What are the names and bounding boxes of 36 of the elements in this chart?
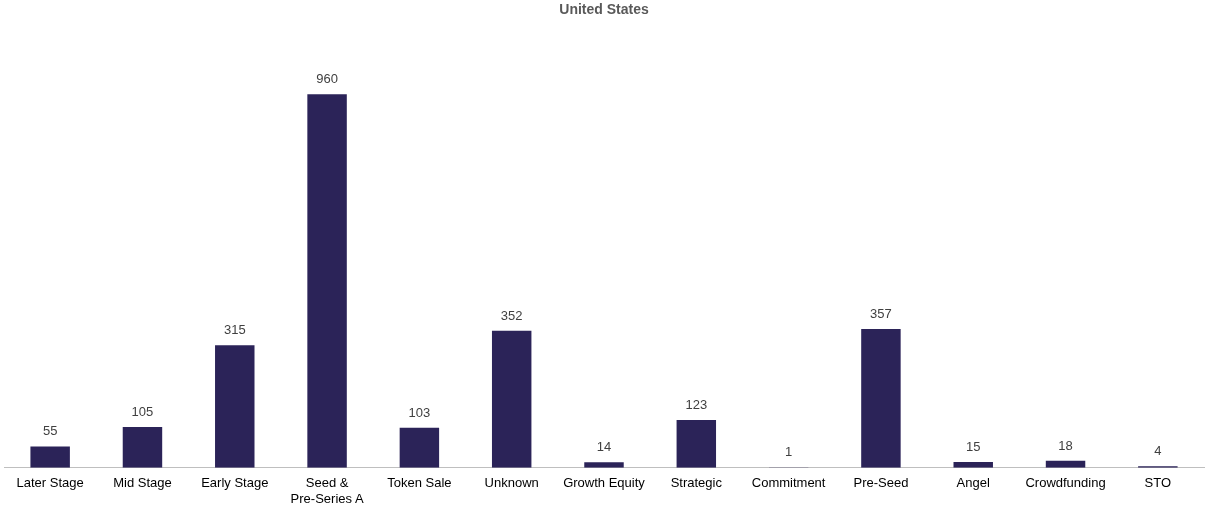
bar bbox=[399, 427, 440, 468]
x-tick-label: Early Stage bbox=[201, 475, 269, 491]
x-tick-label: Commitment bbox=[751, 475, 826, 491]
x-tick-label: Token Sale bbox=[387, 475, 452, 491]
bar bbox=[122, 426, 163, 468]
data-label: 4 bbox=[1154, 443, 1162, 459]
data-label: 103 bbox=[408, 404, 431, 420]
x-tick-label: Unknown bbox=[484, 475, 539, 491]
data-label: 352 bbox=[500, 307, 523, 323]
data-label: 55 bbox=[42, 423, 58, 439]
x-tick-label: Growth Equity bbox=[563, 475, 646, 491]
bar bbox=[307, 94, 347, 468]
bar bbox=[584, 462, 624, 468]
data-label: 1 bbox=[785, 444, 793, 460]
data-label: 357 bbox=[870, 306, 892, 322]
bar bbox=[491, 330, 532, 468]
x-tick-label: Mid Stage bbox=[113, 475, 172, 491]
x-tick-label: STO bbox=[1144, 475, 1172, 491]
chart-title: United States bbox=[559, 1, 649, 18]
bar bbox=[676, 419, 717, 468]
x-tick-label: Seed & Pre-Series A bbox=[290, 475, 364, 506]
x-tick-label: Crowdfunding bbox=[1025, 475, 1106, 491]
bar bbox=[215, 345, 255, 468]
data-label: 18 bbox=[1058, 437, 1073, 453]
data-label: 15 bbox=[966, 439, 981, 455]
x-tick-label: Later Stage bbox=[16, 475, 84, 491]
bar bbox=[861, 328, 901, 468]
x-tick-label: Strategic bbox=[670, 475, 723, 491]
x-tick-label: Angel bbox=[956, 475, 990, 491]
bar bbox=[30, 446, 70, 468]
data-label: 315 bbox=[223, 322, 246, 338]
data-label: 14 bbox=[596, 439, 612, 455]
x-tick-label: Pre-Seed bbox=[853, 475, 909, 491]
data-label: 960 bbox=[316, 71, 338, 87]
data-label: 105 bbox=[131, 404, 154, 420]
data-label: 123 bbox=[685, 397, 708, 413]
